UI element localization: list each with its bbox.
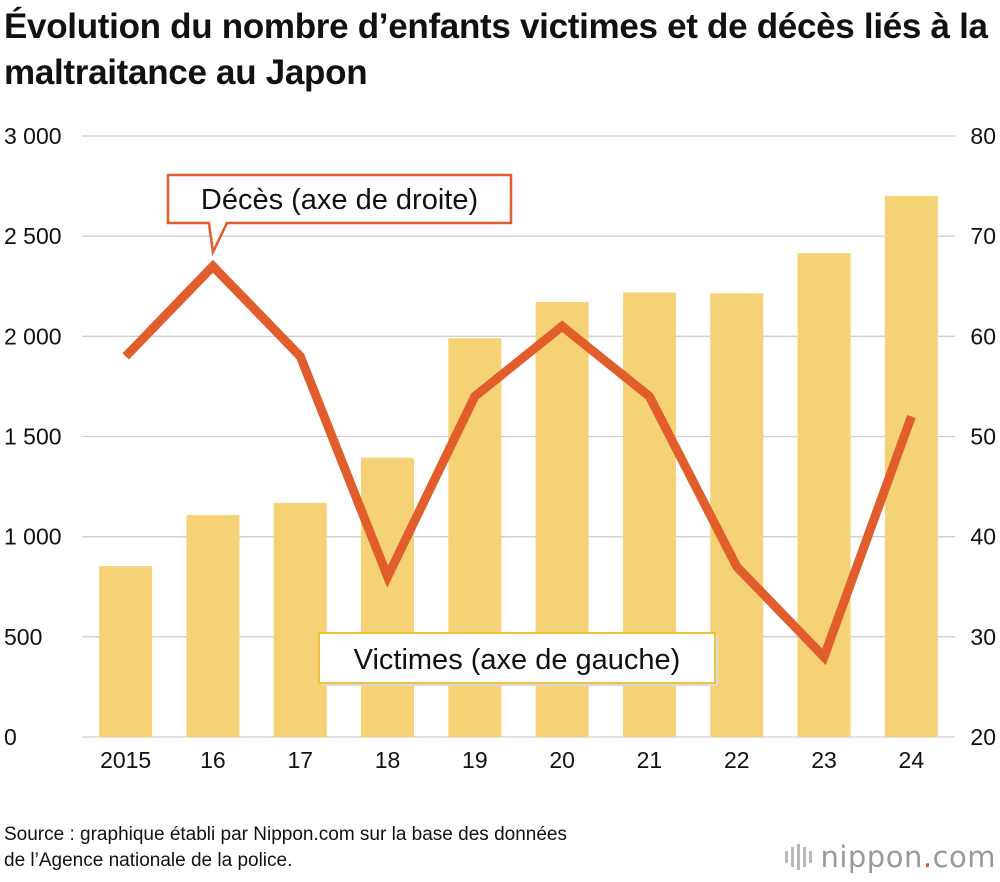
- victims-callout-label: Victimes (axe de gauche): [354, 644, 681, 676]
- left-tick-label: 1 000: [4, 524, 62, 550]
- x-tick-label: 23: [811, 747, 837, 773]
- victims-bar: [710, 293, 764, 737]
- source-line-2: de l’Agence nationale de la police.: [4, 850, 293, 871]
- left-axis-labels: 0 500 1 000 1 500 2 000 2 500 3 000: [4, 123, 62, 750]
- deaths-line-path: [122, 259, 916, 666]
- right-tick-label: 20: [970, 724, 996, 750]
- nippon-logo: nippon.com: [785, 840, 996, 874]
- chart-title: Évolution du nombre d’enfants victimes e…: [4, 7, 988, 92]
- x-tick-label: 22: [724, 747, 750, 773]
- x-tick-label: 19: [462, 747, 488, 773]
- left-tick-label: 0: [4, 724, 17, 750]
- victims-bar: [797, 253, 851, 737]
- logo-wordmark: nippon.com: [820, 840, 996, 874]
- logo-bars-icon: [785, 844, 813, 870]
- deaths-line: [122, 259, 916, 666]
- deaths-callout-label: Décès (axe de droite): [201, 184, 478, 216]
- right-tick-label: 30: [970, 624, 996, 650]
- x-tick-label: 20: [549, 747, 575, 773]
- x-tick-label: 21: [637, 747, 663, 773]
- x-axis-labels: 2015 16 17 18 19 20 21 22 23 24: [100, 747, 924, 773]
- victims-bar: [273, 503, 327, 737]
- victims-bar: [361, 457, 415, 737]
- source-note: Source : graphique établi par Nippon.com…: [4, 822, 784, 874]
- victims-callout-box: [318, 632, 716, 684]
- left-tick-label: 2 500: [4, 223, 62, 249]
- right-tick-label: 40: [970, 524, 996, 550]
- callouts: Décès (axe de droite) Victimes (axe de ga…: [166, 173, 718, 686]
- x-tick-label: 18: [375, 747, 401, 773]
- x-tick-label: 2015: [100, 747, 151, 773]
- x-tick-label: 24: [899, 747, 925, 773]
- x-tick-label: 16: [200, 747, 226, 773]
- right-axis-labels: 20 30 40 50 60 70 80: [970, 123, 996, 750]
- right-tick-label: 70: [970, 223, 996, 249]
- victims-bar: [186, 515, 240, 737]
- deaths-callout-box: [166, 173, 513, 257]
- right-tick-label: 50: [970, 424, 996, 450]
- left-tick-label: 2 000: [4, 323, 62, 349]
- right-tick-label: 80: [970, 123, 996, 149]
- left-tick-label: 500: [4, 624, 42, 650]
- x-tick-label: 17: [287, 747, 313, 773]
- victims-bar: [99, 566, 153, 737]
- chart: 0 500 1 000 1 500 2 000 2 500 3 000 20 30 40 50 60…: [4, 123, 996, 773]
- right-tick-label: 60: [970, 323, 996, 349]
- left-tick-label: 1 500: [4, 424, 62, 450]
- left-tick-label: 3 000: [4, 123, 62, 149]
- source-line-1: Source : graphique établi par Nippon.com…: [4, 824, 567, 845]
